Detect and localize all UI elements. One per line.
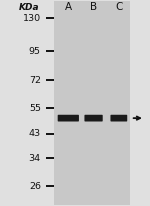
Text: 72: 72 — [29, 76, 41, 84]
Bar — [54, 1, 130, 205]
Text: 55: 55 — [29, 104, 41, 113]
FancyBboxPatch shape — [84, 115, 103, 122]
Text: 34: 34 — [29, 154, 41, 163]
Text: A: A — [65, 2, 72, 12]
Text: KDa: KDa — [19, 3, 39, 12]
Text: C: C — [115, 2, 123, 12]
Text: 43: 43 — [29, 129, 41, 138]
Text: 95: 95 — [29, 47, 41, 56]
FancyBboxPatch shape — [110, 115, 127, 122]
Text: 130: 130 — [23, 14, 41, 23]
FancyBboxPatch shape — [58, 115, 79, 122]
Text: 26: 26 — [29, 182, 41, 191]
Text: B: B — [90, 2, 97, 12]
